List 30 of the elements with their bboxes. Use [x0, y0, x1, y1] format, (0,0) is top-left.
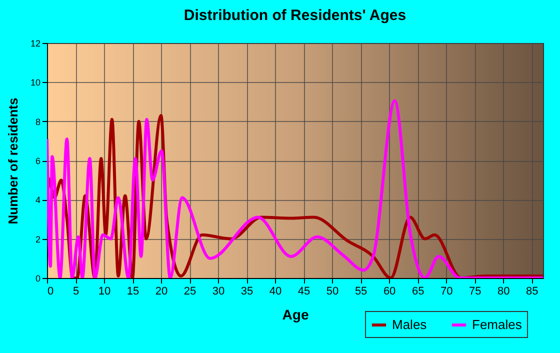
legend-label: Females	[472, 317, 522, 332]
x-tick-label: 40	[269, 286, 282, 298]
y-axis-title: Number of residents	[5, 98, 20, 224]
y-tick-label: 6	[35, 156, 40, 166]
y-tick-label: 4	[35, 195, 40, 206]
y-tick-label: 2	[35, 234, 40, 244]
x-tick-label: 30	[212, 286, 225, 298]
x-tick-label: 70	[440, 286, 453, 298]
x-tick-label: 10	[98, 286, 111, 298]
x-tick-label: 85	[526, 286, 538, 298]
y-tick-label: 0	[35, 274, 40, 284]
x-tick-label: 20	[155, 286, 168, 298]
y-tick-label: 12	[30, 38, 40, 48]
x-tick-label: 55	[354, 286, 368, 298]
x-tick-label: 60	[383, 286, 396, 298]
x-tick-label: 65	[412, 286, 424, 298]
x-tick-label: 0	[48, 286, 54, 298]
x-tick-label: 80	[497, 286, 510, 298]
x-axis-title: Age	[282, 306, 309, 322]
x-tick-label: 75	[468, 286, 482, 298]
y-tick-label: 10	[30, 78, 40, 88]
chart-title: Distribution of Residents' Ages	[184, 7, 406, 24]
x-tick-label: 35	[240, 286, 254, 298]
x-tick-label: 15	[126, 286, 140, 298]
legend-label: Males	[392, 317, 428, 332]
x-tick-label: 50	[326, 286, 339, 298]
x-tick-label: 25	[184, 286, 196, 298]
x-tick-label: 45	[298, 286, 310, 298]
y-tick-label: 8	[35, 116, 40, 127]
x-tick-label: 5	[72, 286, 80, 298]
